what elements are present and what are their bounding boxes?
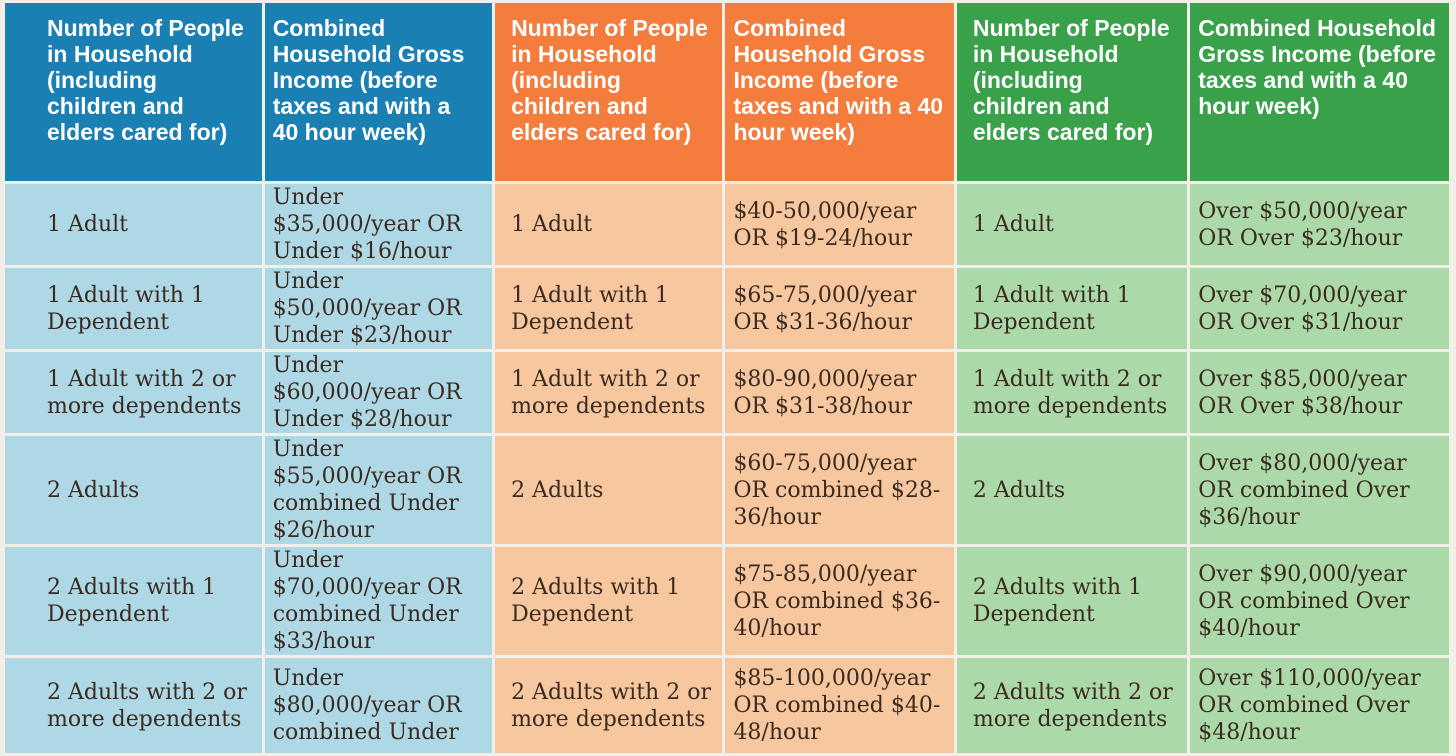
table-row: 2 Adults with 2 or more dependents Under… xyxy=(5,658,1449,753)
cell-blue-income: Under $50,000/year OR Under $23/hour xyxy=(264,268,493,349)
table-row: 1 Adult with 2 or more dependents Under … xyxy=(5,352,1449,433)
cell-blue-people: 2 Adults with 2 or more dependents xyxy=(5,658,262,753)
cell-green-income: Over $110,000/year OR combined Over $48/… xyxy=(1190,658,1449,753)
cell-orange-people: 2 Adults with 2 or more dependents xyxy=(495,658,723,753)
table-row: 1 Adult Under $35,000/year OR Under $16/… xyxy=(5,184,1449,265)
header-row: Number of People in Household (including… xyxy=(5,3,1449,181)
table-row: 1 Adult with 1 Dependent Under $50,000/y… xyxy=(5,268,1449,349)
cell-green-income: Over $50,000/year OR Over $23/hour xyxy=(1190,184,1449,265)
cell-orange-income: $65-75,000/year OR $31-36/hour xyxy=(725,268,954,349)
cell-blue-income: Under $60,000/year OR Under $28/hour xyxy=(264,352,493,433)
cell-green-people: 2 Adults with 1 Dependent xyxy=(956,547,1188,655)
header-blue-income: Combined Household Gross Income (before … xyxy=(264,3,493,181)
table-row: 2 Adults with 1 Dependent Under $70,000/… xyxy=(5,547,1449,655)
cell-orange-income: $60-75,000/year OR combined $28-36/hour xyxy=(725,436,954,544)
cell-blue-people: 1 Adult xyxy=(5,184,262,265)
cell-blue-people: 1 Adult with 2 or more dependents xyxy=(5,352,262,433)
cell-blue-people: 1 Adult with 1 Dependent xyxy=(5,268,262,349)
cell-orange-income: $80-90,000/year OR $31-38/hour xyxy=(725,352,954,433)
cell-orange-people: 1 Adult with 2 or more dependents xyxy=(495,352,723,433)
cell-orange-income: $85-100,000/year OR combined $40-48/hour xyxy=(725,658,954,753)
cell-blue-people: 2 Adults xyxy=(5,436,262,544)
cell-orange-people: 1 Adult with 1 Dependent xyxy=(495,268,723,349)
cell-blue-income: Under $35,000/year OR Under $16/hour xyxy=(264,184,493,265)
header-orange-people: Number of People in Household (including… xyxy=(495,3,723,181)
header-orange-income: Combined Household Gross Income (before … xyxy=(725,3,954,181)
cell-blue-income: Under $70,000/year OR combined Under $33… xyxy=(264,547,493,655)
header-blue-people: Number of People in Household (including… xyxy=(5,3,262,181)
cell-orange-people: 1 Adult xyxy=(495,184,723,265)
cell-orange-income: $40-50,000/year OR $19-24/hour xyxy=(725,184,954,265)
cell-green-income: Over $80,000/year OR combined Over $36/h… xyxy=(1190,436,1449,544)
cell-green-people: 2 Adults xyxy=(956,436,1188,544)
table-row: 2 Adults Under $55,000/year OR combined … xyxy=(5,436,1449,544)
cell-green-people: 2 Adults with 2 or more dependents xyxy=(956,658,1188,753)
cell-green-income: Over $90,000/year OR combined Over $40/h… xyxy=(1190,547,1449,655)
header-green-people: Number of People in Household (including… xyxy=(956,3,1188,181)
cell-green-income: Over $70,000/year OR Over $31/hour xyxy=(1190,268,1449,349)
cell-green-income: Over $85,000/year OR Over $38/hour xyxy=(1190,352,1449,433)
cell-green-people: 1 Adult with 1 Dependent xyxy=(956,268,1188,349)
cell-blue-income: Under $55,000/year OR combined Under $26… xyxy=(264,436,493,544)
cell-blue-people: 2 Adults with 1 Dependent xyxy=(5,547,262,655)
header-green-income: Combined Household Gross Income (before … xyxy=(1190,3,1449,181)
cell-blue-income: Under $80,000/year OR combined Under xyxy=(264,658,493,753)
cell-orange-people: 2 Adults with 1 Dependent xyxy=(495,547,723,655)
income-tier-table-container: Number of People in Household (including… xyxy=(5,3,1449,753)
cell-green-people: 1 Adult with 2 or more dependents xyxy=(956,352,1188,433)
cell-orange-income: $75-85,000/year OR combined $36-40/hour xyxy=(725,547,954,655)
cell-orange-people: 2 Adults xyxy=(495,436,723,544)
cell-green-people: 1 Adult xyxy=(956,184,1188,265)
